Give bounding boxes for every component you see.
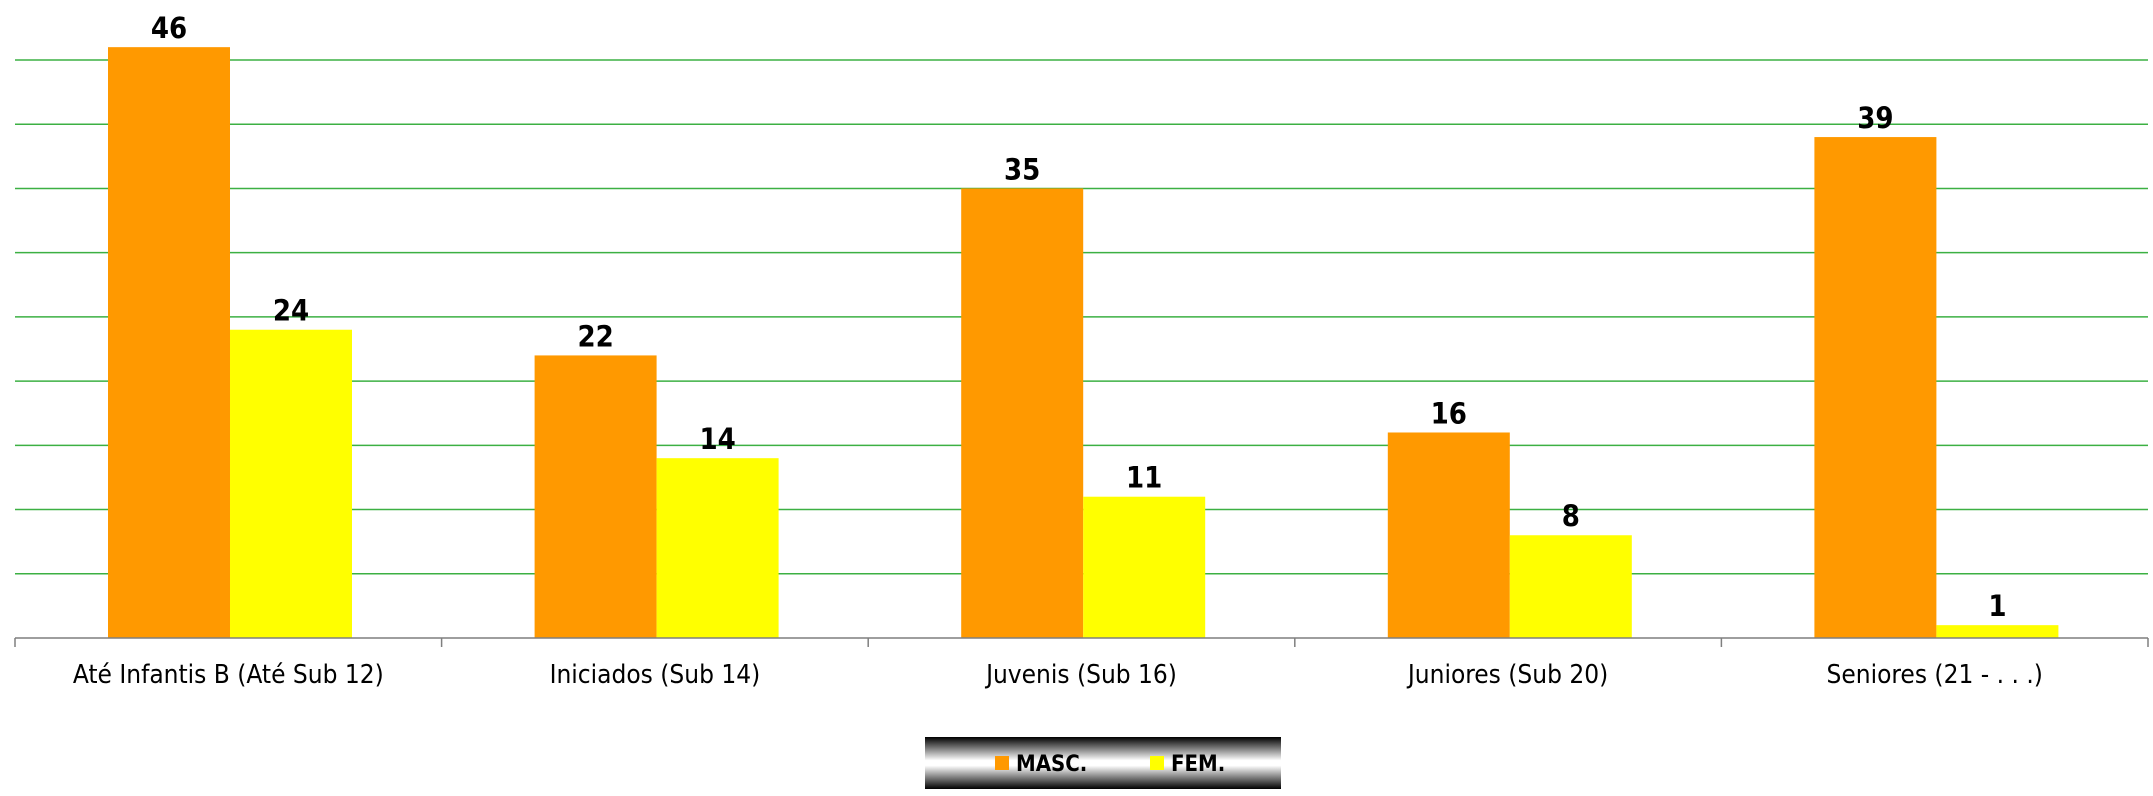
legend-swatch-masc — [995, 756, 1009, 770]
value-label-masc-at-infantis-b-at-sub-12: 46 — [151, 11, 187, 45]
legend: MASC. FEM. — [925, 737, 1281, 789]
bar-fem-seniores-21 — [1936, 625, 2059, 638]
value-label-fem-juvenis-sub-16: 11 — [1126, 461, 1162, 495]
bar-fem-juniores-sub-20 — [1509, 535, 1632, 638]
value-label-masc-juniores-sub-20: 16 — [1431, 396, 1467, 430]
bar-masc-juvenis-sub-16 — [961, 188, 1084, 638]
bar-masc-seniores-21 — [1814, 137, 1937, 639]
category-label-seniores-21: Seniores (21 - . . .) — [1827, 660, 2043, 690]
bar-masc-iniciados-sub-14 — [534, 355, 657, 638]
bar-masc-at-infantis-b-at-sub-12 — [108, 47, 230, 638]
x-axis: Até Infantis B (Até Sub 12) Iniciados (Su… — [14, 637, 2149, 690]
legend-label-masc: MASC. — [1016, 752, 1087, 777]
legend-swatch-fem — [1150, 756, 1164, 770]
data-labels: 46 24 22 14 35 11 16 8 39 1 — [151, 11, 2007, 623]
category-label-at-infantis-b-at-sub-12: Até Infantis B (Até Sub 12) — [73, 660, 384, 690]
value-label-fem-at-infantis-b-at-sub-12: 24 — [273, 294, 309, 328]
bar-masc-juniores-sub-20 — [1387, 432, 1510, 638]
value-label-masc-iniciados-sub-14: 22 — [577, 319, 613, 353]
value-label-masc-seniores-21: 39 — [1857, 101, 1893, 135]
value-label-masc-juvenis-sub-16: 35 — [1004, 152, 1040, 186]
bar-fem-iniciados-sub-14 — [656, 458, 779, 638]
category-label-iniciados-sub-14: Iniciados (Sub 14) — [550, 660, 761, 690]
value-label-fem-juniores-sub-20: 8 — [1562, 499, 1580, 533]
bars — [108, 47, 2059, 639]
value-label-fem-seniores-21: 1 — [1988, 589, 2006, 623]
bar-fem-at-infantis-b-at-sub-12 — [230, 329, 352, 638]
category-label-juvenis-sub-16: Juvenis (Sub 16) — [984, 660, 1177, 690]
legend-label-fem: FEM. — [1171, 752, 1225, 777]
category-label-juniores-sub-20: Juniores (Sub 20) — [1406, 660, 1608, 690]
value-label-fem-iniciados-sub-14: 14 — [699, 422, 735, 456]
bar-fem-juvenis-sub-16 — [1083, 496, 1206, 638]
legend-box — [925, 737, 1281, 789]
